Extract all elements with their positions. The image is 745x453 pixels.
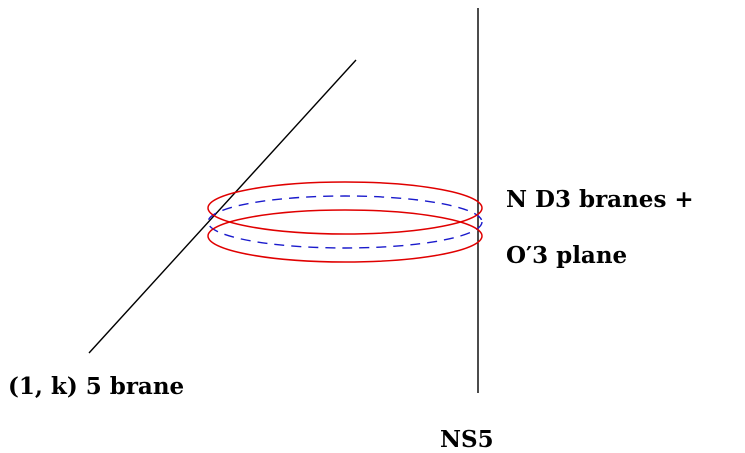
- d3-stack-label-line1: N D3 branes +: [506, 186, 694, 213]
- d3-ring-upper: [207, 181, 483, 235]
- o3-plane-ellipse: [207, 195, 483, 249]
- ns5-label: NS5: [440, 426, 494, 453]
- one-k-brane-label: (1, k) 5 brane: [8, 373, 185, 400]
- one-k-brane-line: [88, 59, 357, 354]
- d3-ring-lower: [207, 209, 483, 263]
- d3-stack-label-line2: O′3 plane: [506, 242, 628, 269]
